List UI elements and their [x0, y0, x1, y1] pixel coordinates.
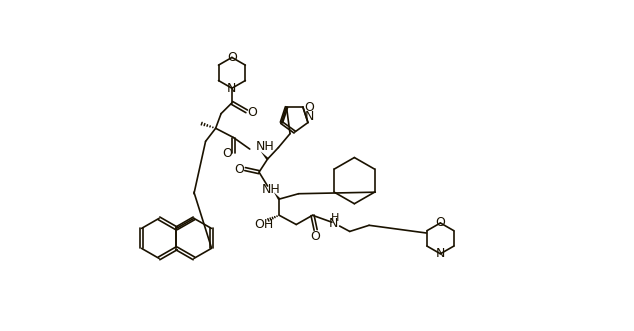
Text: H: H — [331, 213, 339, 222]
Text: O: O — [247, 106, 257, 118]
Text: OH: OH — [254, 218, 273, 231]
Text: O: O — [304, 101, 314, 114]
Text: O: O — [311, 230, 321, 243]
Text: NH: NH — [256, 140, 275, 153]
Text: NH: NH — [261, 183, 280, 196]
Text: O: O — [234, 163, 244, 175]
Text: O: O — [227, 51, 237, 64]
Polygon shape — [274, 192, 280, 200]
Text: N: N — [305, 110, 314, 123]
Text: O: O — [436, 216, 445, 229]
Text: O: O — [223, 147, 232, 160]
Text: N: N — [329, 217, 338, 230]
Polygon shape — [261, 151, 269, 160]
Text: N: N — [436, 247, 445, 260]
Text: N: N — [227, 82, 236, 95]
